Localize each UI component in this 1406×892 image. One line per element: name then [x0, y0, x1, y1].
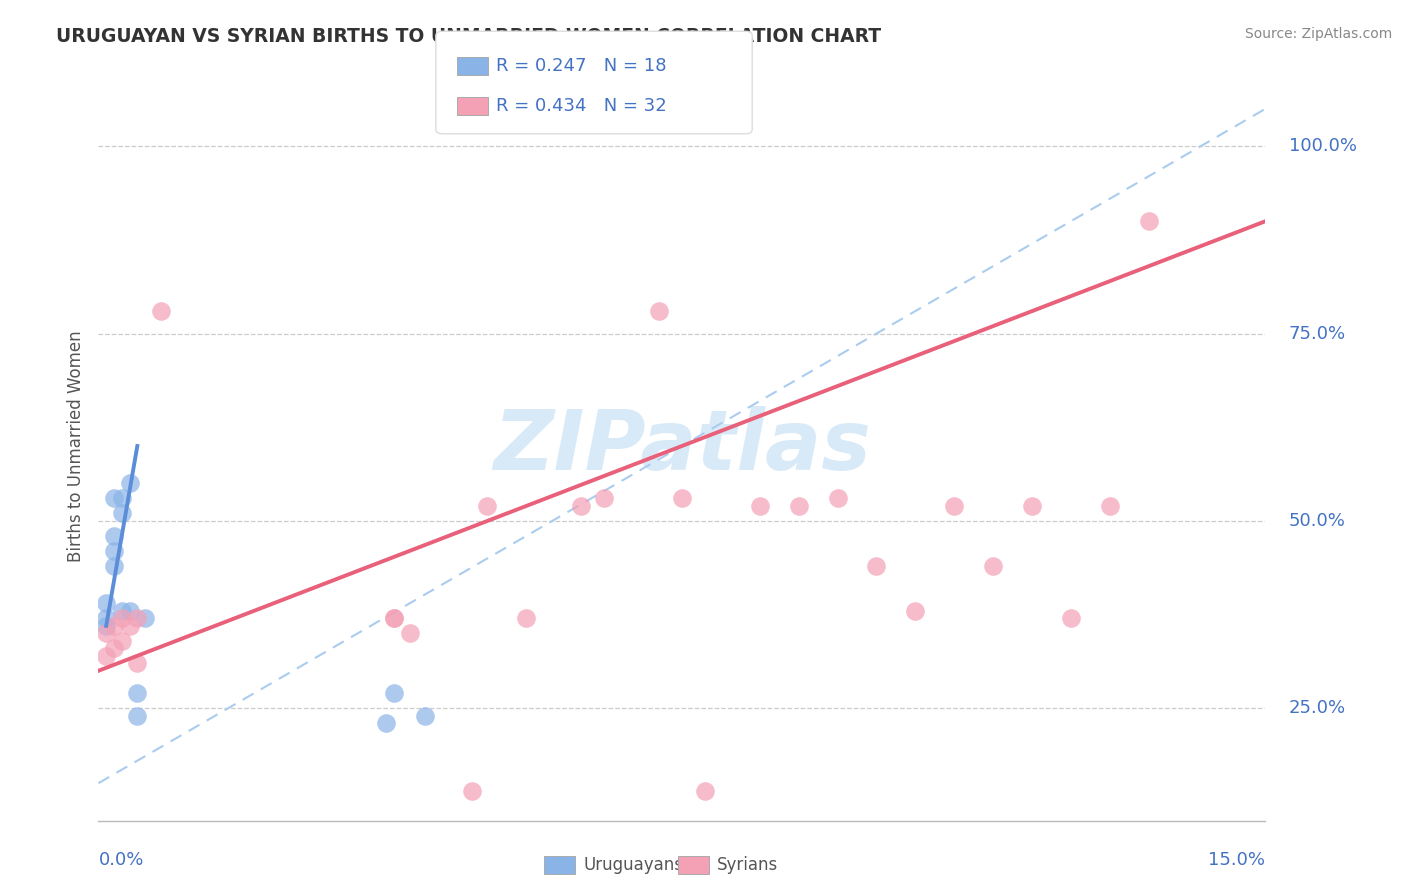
- Point: [111, 604, 134, 618]
- Point: [477, 499, 499, 513]
- Point: [1137, 214, 1160, 228]
- Point: [96, 648, 118, 663]
- Text: 50.0%: 50.0%: [1289, 512, 1346, 530]
- Text: Source: ZipAtlas.com: Source: ZipAtlas.com: [1244, 27, 1392, 41]
- Text: Uruguayans: Uruguayans: [583, 856, 683, 874]
- Point: [1098, 499, 1121, 513]
- Point: [111, 611, 134, 625]
- Point: [111, 507, 134, 521]
- Text: 15.0%: 15.0%: [1208, 851, 1265, 869]
- Text: R = 0.434   N = 32: R = 0.434 N = 32: [496, 97, 666, 115]
- Point: [103, 529, 125, 543]
- Point: [398, 626, 420, 640]
- Point: [981, 558, 1004, 573]
- Point: [111, 491, 134, 506]
- Text: R = 0.247   N = 18: R = 0.247 N = 18: [496, 57, 666, 75]
- Point: [569, 499, 592, 513]
- Point: [103, 641, 125, 656]
- Text: 25.0%: 25.0%: [1289, 699, 1346, 717]
- Point: [515, 611, 537, 625]
- Point: [111, 633, 134, 648]
- Point: [103, 491, 125, 506]
- Point: [827, 491, 849, 506]
- Point: [748, 499, 770, 513]
- Point: [96, 611, 118, 625]
- Point: [382, 611, 405, 625]
- Point: [127, 708, 149, 723]
- Point: [671, 491, 693, 506]
- Point: [127, 657, 149, 671]
- Point: [127, 611, 149, 625]
- Point: [904, 604, 927, 618]
- Point: [695, 783, 717, 797]
- Point: [865, 558, 887, 573]
- Point: [647, 304, 669, 318]
- Point: [134, 611, 156, 625]
- Point: [413, 708, 436, 723]
- Point: [787, 499, 810, 513]
- Text: Syrians: Syrians: [717, 856, 779, 874]
- Text: ZIPatlas: ZIPatlas: [494, 406, 870, 486]
- Text: 75.0%: 75.0%: [1289, 325, 1346, 343]
- Point: [118, 604, 141, 618]
- Text: URUGUAYAN VS SYRIAN BIRTHS TO UNMARRIED WOMEN CORRELATION CHART: URUGUAYAN VS SYRIAN BIRTHS TO UNMARRIED …: [56, 27, 882, 45]
- Point: [96, 626, 118, 640]
- Point: [118, 619, 141, 633]
- Point: [149, 304, 172, 318]
- Text: 0.0%: 0.0%: [98, 851, 143, 869]
- Point: [1060, 611, 1083, 625]
- Point: [118, 476, 141, 491]
- Point: [96, 596, 118, 610]
- Point: [943, 499, 966, 513]
- Point: [1021, 499, 1043, 513]
- Point: [96, 619, 118, 633]
- Point: [382, 611, 405, 625]
- Point: [103, 558, 125, 573]
- Point: [103, 544, 125, 558]
- Point: [593, 491, 616, 506]
- Point: [103, 619, 125, 633]
- Text: 100.0%: 100.0%: [1289, 137, 1357, 155]
- Point: [461, 783, 484, 797]
- Point: [382, 686, 405, 700]
- Point: [375, 716, 398, 731]
- Y-axis label: Births to Unmarried Women: Births to Unmarried Women: [66, 330, 84, 562]
- Point: [127, 686, 149, 700]
